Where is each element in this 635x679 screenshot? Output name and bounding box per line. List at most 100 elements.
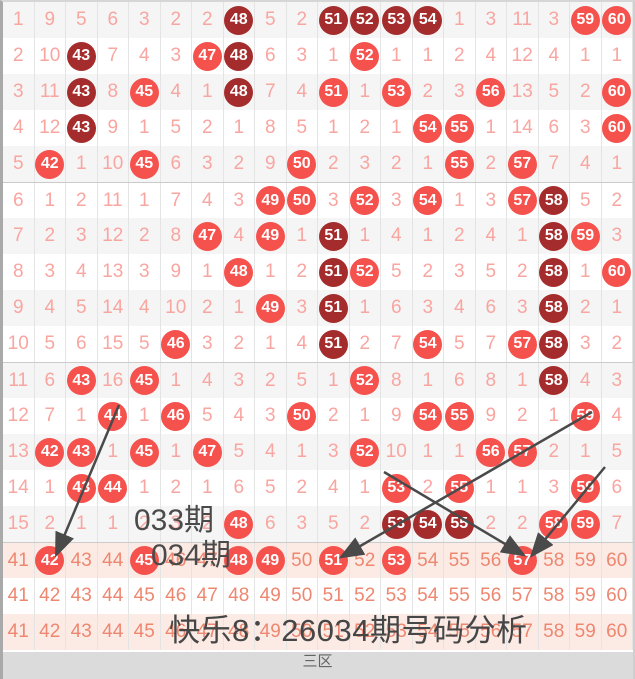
footer-number-cell: 51 [318, 578, 350, 614]
miss-count-cell: 1 [507, 218, 539, 254]
miss-count-cell: 8 [476, 363, 507, 398]
miss-count-cell: 12 [35, 110, 66, 146]
miss-count-cell: 1 [318, 38, 350, 74]
footer-number-cell: 48 [224, 614, 255, 650]
miss-count-cell: 6 [255, 506, 287, 542]
miss-count-cell: 7 [3, 218, 35, 254]
miss-count-cell: 3 [444, 74, 476, 110]
streak-ball: 43 [66, 113, 96, 143]
miss-count-cell: 2 [161, 470, 192, 506]
hit-ball: 55 [444, 401, 474, 431]
hit-ball-cell: 60 [602, 254, 633, 290]
miss-count-cell: 3 [602, 363, 633, 398]
hit-ball: 51 [318, 546, 348, 575]
miss-count-cell: 1 [287, 218, 318, 254]
miss-count-cell: 5 [255, 2, 287, 38]
footer-number-cell: 46 [161, 578, 192, 614]
streak-ball: 51 [318, 293, 348, 323]
miss-count-cell: 4 [224, 398, 255, 434]
miss-count-cell: 9 [476, 398, 507, 434]
hit-ball: 50 [287, 401, 317, 431]
footer-number-cell: 57 [507, 578, 539, 614]
hit-ball: 51 [318, 77, 348, 107]
hit-ball: 57 [507, 329, 537, 359]
miss-count-cell: 1 [570, 38, 602, 74]
period-label-034: 034期 [151, 539, 232, 572]
hit-ball-cell: 44 [98, 470, 129, 506]
hit-ball-cell: 54 [413, 2, 444, 38]
miss-count-cell: 4 [192, 363, 224, 398]
hit-ball-cell: 55 [444, 470, 476, 506]
hit-ball-cell: 60 [602, 2, 633, 38]
hit-ball: 54 [413, 329, 443, 359]
miss-count-cell: 2 [318, 398, 350, 434]
miss-count-cell: 9 [3, 290, 35, 326]
hit-ball-cell: 57 [507, 146, 539, 182]
miss-count-cell: 4 [570, 146, 602, 182]
miss-count-cell: 5 [35, 326, 66, 362]
miss-count-cell: 3 [129, 2, 161, 38]
hit-ball-cell: 48 [224, 74, 255, 110]
miss-count-cell: 13 [3, 434, 35, 470]
miss-count-cell: 3 [35, 254, 66, 290]
hit-ball: 54 [413, 113, 443, 143]
miss-count-cell: 12 [507, 38, 539, 74]
miss-count-cell: 3 [476, 2, 507, 38]
miss-count-cell: 7 [35, 398, 66, 434]
footer-number-cell: 46 [161, 614, 192, 650]
hit-ball-cell: 43 [66, 363, 98, 398]
miss-count-cell: 2 [350, 110, 381, 146]
footer-number-cell: 43 [66, 543, 98, 578]
miss-count-cell: 1 [3, 2, 35, 38]
hit-ball: 47 [192, 221, 222, 251]
miss-count-cell: 3 [602, 218, 633, 254]
hit-ball: 45 [129, 366, 159, 395]
hit-ball-cell: 58 [539, 290, 570, 326]
trend-grid: 1 9 5 6 3 2 2 48 5 2 51 52 53 54 1 3 11 3 59 60 2 10 43 7 4 3 47 48… [3, 2, 633, 650]
miss-count-cell: 14 [3, 470, 35, 506]
period-row: 11 6 43 16 45 1 4 3 2 5 1 52 8 1 6 8 1 58 4 3 [3, 362, 633, 398]
miss-count-cell: 3 [66, 218, 98, 254]
miss-count-cell: 1 [413, 38, 444, 74]
hit-ball-cell: 60 [602, 74, 633, 110]
miss-count-cell: 12 [3, 398, 35, 434]
hit-ball-cell: 45 [129, 543, 161, 578]
miss-count-cell: 1 [35, 183, 66, 218]
miss-count-cell: 2 [539, 434, 570, 470]
miss-count-cell: 2 [192, 110, 224, 146]
miss-count-cell: 3 [539, 2, 570, 38]
miss-count-cell: 8 [3, 254, 35, 290]
hit-ball: 49 [255, 221, 285, 251]
period-row: 4 12 43 9 1 5 2 1 8 5 1 2 1 54 55 1 14 6 3 60 [3, 110, 633, 146]
footer-number-cell: 52 [350, 543, 381, 578]
footer-number-cell: 43 [66, 614, 98, 650]
streak-ball: 55 [444, 509, 474, 539]
miss-count-cell: 7 [255, 74, 287, 110]
hit-ball-cell: 43 [66, 434, 98, 470]
miss-count-cell: 2 [444, 218, 476, 254]
miss-count-cell: 8 [161, 218, 192, 254]
miss-count-cell: 1 [66, 506, 98, 542]
miss-count-cell: 2 [192, 506, 224, 542]
miss-count-cell: 1 [98, 506, 129, 542]
period-row: 15 2 1 1 2 3 2 48 6 3 5 2 53 54 55 2 2 58 59 7 [3, 506, 633, 542]
hit-ball-cell: 53 [381, 470, 413, 506]
hit-ball: 46 [161, 329, 191, 359]
miss-count-cell: 1 [66, 398, 98, 434]
hit-ball: 44 [98, 473, 128, 503]
footer-number-cell: 49 [255, 614, 287, 650]
hit-ball-cell: 42 [35, 543, 66, 578]
miss-count-cell: 4 [3, 110, 35, 146]
footer-number-cell: 56 [476, 614, 507, 650]
miss-count-cell: 3 [539, 470, 570, 506]
hit-ball-cell: 45 [129, 146, 161, 182]
miss-count-cell: 2 [224, 326, 255, 362]
miss-count-cell: 16 [98, 363, 129, 398]
miss-count-cell: 3 [192, 326, 224, 362]
hit-ball-cell: 44 [98, 398, 129, 434]
miss-count-cell: 2 [381, 146, 413, 182]
hit-ball: 56 [476, 437, 506, 467]
miss-count-cell: 3 [224, 363, 255, 398]
period-label-033: 033期 [134, 504, 215, 537]
